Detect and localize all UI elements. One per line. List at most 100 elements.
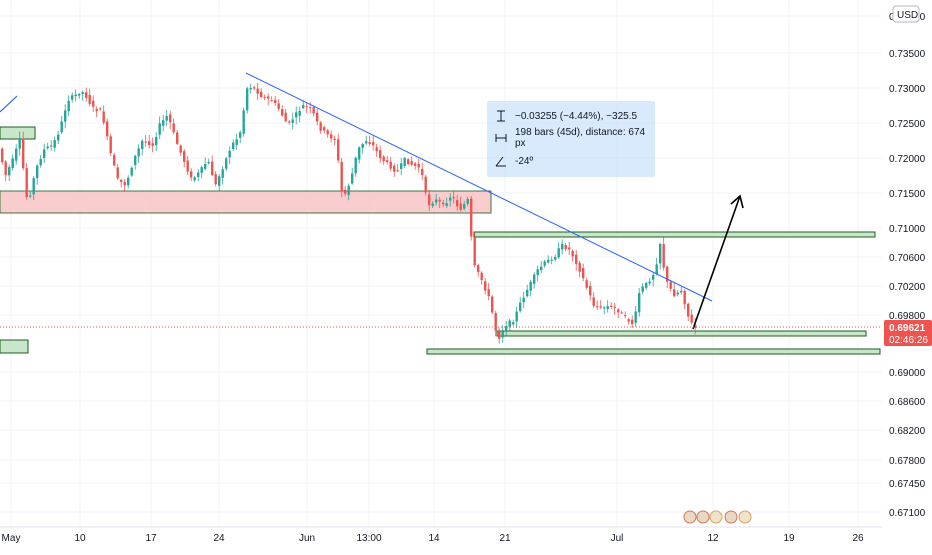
candle-body [400, 163, 403, 170]
candle-body [543, 261, 546, 266]
y-tick-label: 0.67100 [889, 508, 926, 519]
candle-body [330, 134, 333, 139]
candle-body [57, 134, 60, 141]
currency-button[interactable]: USD [897, 10, 918, 21]
price-axis[interactable]: 0.740000.735000.730000.725000.720000.715… [889, 12, 926, 519]
candle-body [172, 123, 175, 133]
candle-body [74, 94, 77, 97]
candle-body [197, 172, 200, 177]
support-zone-lower[interactable] [426, 348, 881, 355]
x-tick-label: 10 [74, 533, 86, 544]
resistance-zone[interactable] [473, 231, 876, 238]
measure-tooltip: −0.03255 (−4.44%), −325.5 198 bars (45d)… [487, 101, 655, 177]
last-price-label: 0.69621 [889, 323, 926, 334]
candle-body [305, 106, 308, 108]
candle-body [487, 289, 490, 297]
descending-trendline[interactable] [245, 72, 713, 302]
candle-body [116, 167, 119, 179]
candle-body [540, 266, 543, 271]
candle-body [396, 170, 399, 172]
candle-body [683, 290, 686, 305]
candle-body [186, 160, 189, 172]
candle-body [501, 331, 504, 338]
candle-body [39, 159, 42, 166]
candle-body [239, 132, 242, 138]
candle-body [302, 104, 305, 109]
angle-icon [495, 155, 507, 167]
projection-arrowhead [730, 194, 744, 209]
x-tick-label: 24 [213, 533, 225, 544]
candle-body [382, 156, 385, 162]
trendline-upleft[interactable] [0, 95, 18, 113]
candle-body [99, 108, 102, 110]
candle-body [232, 142, 235, 150]
candle-body [403, 158, 406, 166]
candle-body [32, 178, 35, 195]
x-tick-label: May [2, 533, 21, 544]
y-tick-label: 0.69000 [889, 368, 926, 379]
candle-body [221, 169, 224, 178]
candle-body [522, 297, 525, 303]
candle-body [529, 281, 532, 291]
candle-body [11, 158, 14, 169]
candle-body [673, 289, 676, 297]
y-tick-label: 0.71500 [889, 189, 926, 200]
candle-body [410, 161, 413, 165]
y-tick-label: 0.68600 [889, 397, 926, 408]
candle-body [641, 286, 644, 292]
time-axis[interactable]: May 10 17 24 Jun 13:00 14 21 Jul 12 19 26 [2, 533, 864, 544]
green-zone-lower-left[interactable] [0, 339, 29, 354]
x-tick-label: 13:00 [356, 533, 381, 544]
candle-body [95, 108, 98, 112]
candle-body [652, 274, 655, 280]
candle-body [470, 198, 473, 237]
candle-body [368, 142, 371, 145]
support-zone-upper[interactable] [496, 330, 867, 337]
candle-body [494, 313, 497, 331]
x-tick-label: 14 [428, 533, 440, 544]
candle-body [351, 173, 354, 184]
green-zone-upper-left[interactable] [0, 126, 36, 140]
candle-body [43, 149, 46, 158]
candle-body [358, 147, 361, 160]
y-tick-label: 0.73500 [889, 49, 926, 60]
candle-body [484, 281, 487, 291]
candle-body [505, 326, 508, 331]
candle-body [274, 99, 277, 104]
candle-body [211, 161, 214, 175]
bars-distance-text: 198 bars (45d), distance: 674 px [515, 127, 646, 149]
flag-us-icon-3 [724, 510, 738, 524]
candle-body [407, 159, 410, 165]
projection-arrow[interactable] [692, 195, 741, 330]
economic-events-icons[interactable] [683, 510, 752, 524]
candle-body [312, 107, 315, 114]
candle-body [473, 237, 476, 266]
candle-body [690, 314, 693, 323]
candle-body [260, 91, 263, 97]
candle-body [109, 136, 112, 154]
candle-body [414, 163, 417, 166]
y-tick-label: 0.70200 [889, 282, 926, 293]
candle-body [200, 167, 203, 173]
candle-body [151, 143, 154, 146]
candle-body [256, 88, 259, 94]
candle-body [4, 161, 7, 176]
red-supply-zone[interactable] [0, 190, 492, 214]
candle-body [417, 164, 420, 168]
candle-body [589, 286, 592, 296]
candle-body [85, 92, 88, 98]
candle-body [550, 259, 553, 261]
currency-button-bg[interactable] [892, 5, 920, 23]
candle-body [571, 250, 574, 257]
candle-body [340, 161, 343, 192]
candle-body [347, 185, 350, 195]
candle-body [249, 87, 252, 90]
candle-body [442, 202, 445, 205]
candle-body [428, 194, 431, 206]
candle-body [498, 330, 501, 339]
candle-body [134, 155, 137, 165]
candle-body [144, 141, 147, 143]
candle-body [512, 322, 515, 325]
